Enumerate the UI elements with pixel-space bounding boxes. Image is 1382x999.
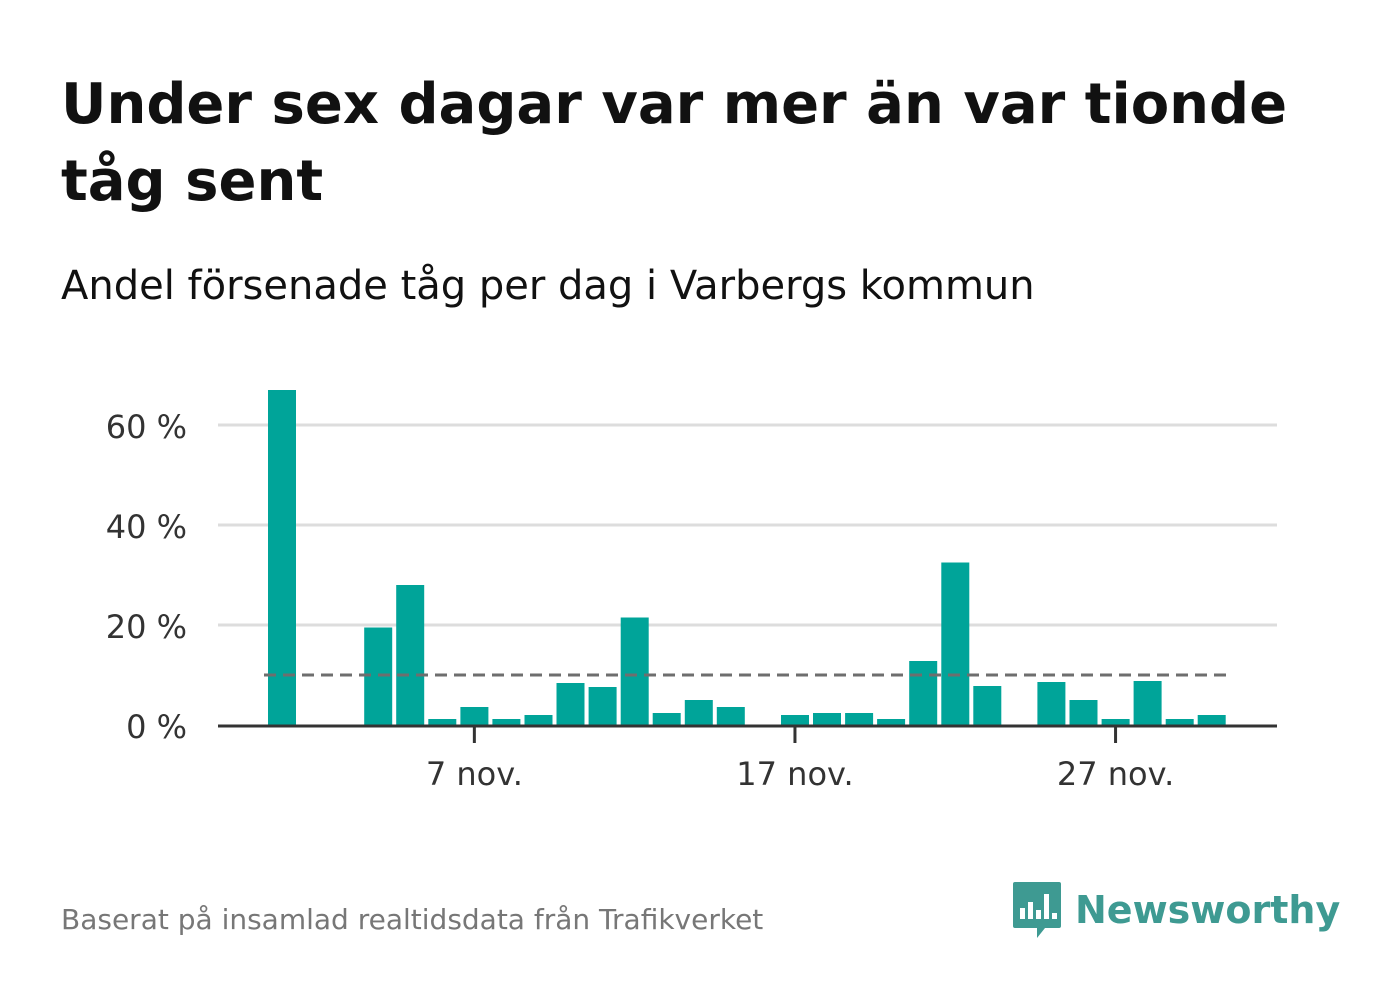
chart-subtitle: Andel försenade tåg per dag i Varbergs k… (61, 263, 1035, 309)
gridlines (218, 423, 1277, 627)
bar (716, 707, 745, 725)
newsworthy-logo: Newsworthy (1011, 880, 1340, 940)
bar (845, 713, 874, 725)
bar (1069, 700, 1098, 725)
bar (684, 700, 713, 725)
bar (973, 686, 1002, 725)
bar (781, 715, 809, 725)
bar (428, 719, 457, 725)
bar (460, 707, 489, 725)
bar (588, 687, 617, 725)
x-axis: 7 nov. 17 nov. 27 nov. (218, 724, 1277, 793)
bar (1101, 719, 1130, 725)
bar-chart-speech-bubble-icon (1013, 882, 1061, 938)
y-axis-ticks: 0 % 20 % 40 % 60 % (106, 408, 187, 746)
bar (813, 713, 841, 725)
x-tick-label: 27 nov. (1057, 755, 1174, 793)
bar (1037, 682, 1066, 725)
bar (652, 713, 681, 725)
bar (268, 390, 296, 725)
bar (620, 617, 649, 725)
chart-title: Under sex dagar var mer än var tionde tå… (61, 72, 1288, 214)
bar (556, 683, 585, 725)
y-tick-label: 20 % (106, 608, 187, 646)
bar (1197, 715, 1226, 725)
source-note: Baserat på insamlad realtidsdata från Tr… (61, 903, 764, 936)
bar (1133, 681, 1162, 725)
bar (492, 719, 521, 725)
bar-chart: 0 % 20 % 40 % 60 % 7 nov. 17 nov. 27 nov. (106, 390, 1277, 793)
bar (524, 715, 553, 725)
x-tick-label: 7 nov. (426, 755, 523, 793)
bar (941, 562, 970, 725)
y-tick-label: 40 % (106, 508, 187, 546)
bar (396, 585, 425, 725)
y-tick-label: 0 % (126, 708, 187, 746)
logo-text: Newsworthy (1075, 888, 1341, 932)
x-tick-label: 17 nov. (736, 755, 853, 793)
bar (877, 719, 906, 725)
y-tick-label: 60 % (106, 408, 187, 446)
bar (1165, 719, 1194, 725)
bar (909, 661, 938, 725)
